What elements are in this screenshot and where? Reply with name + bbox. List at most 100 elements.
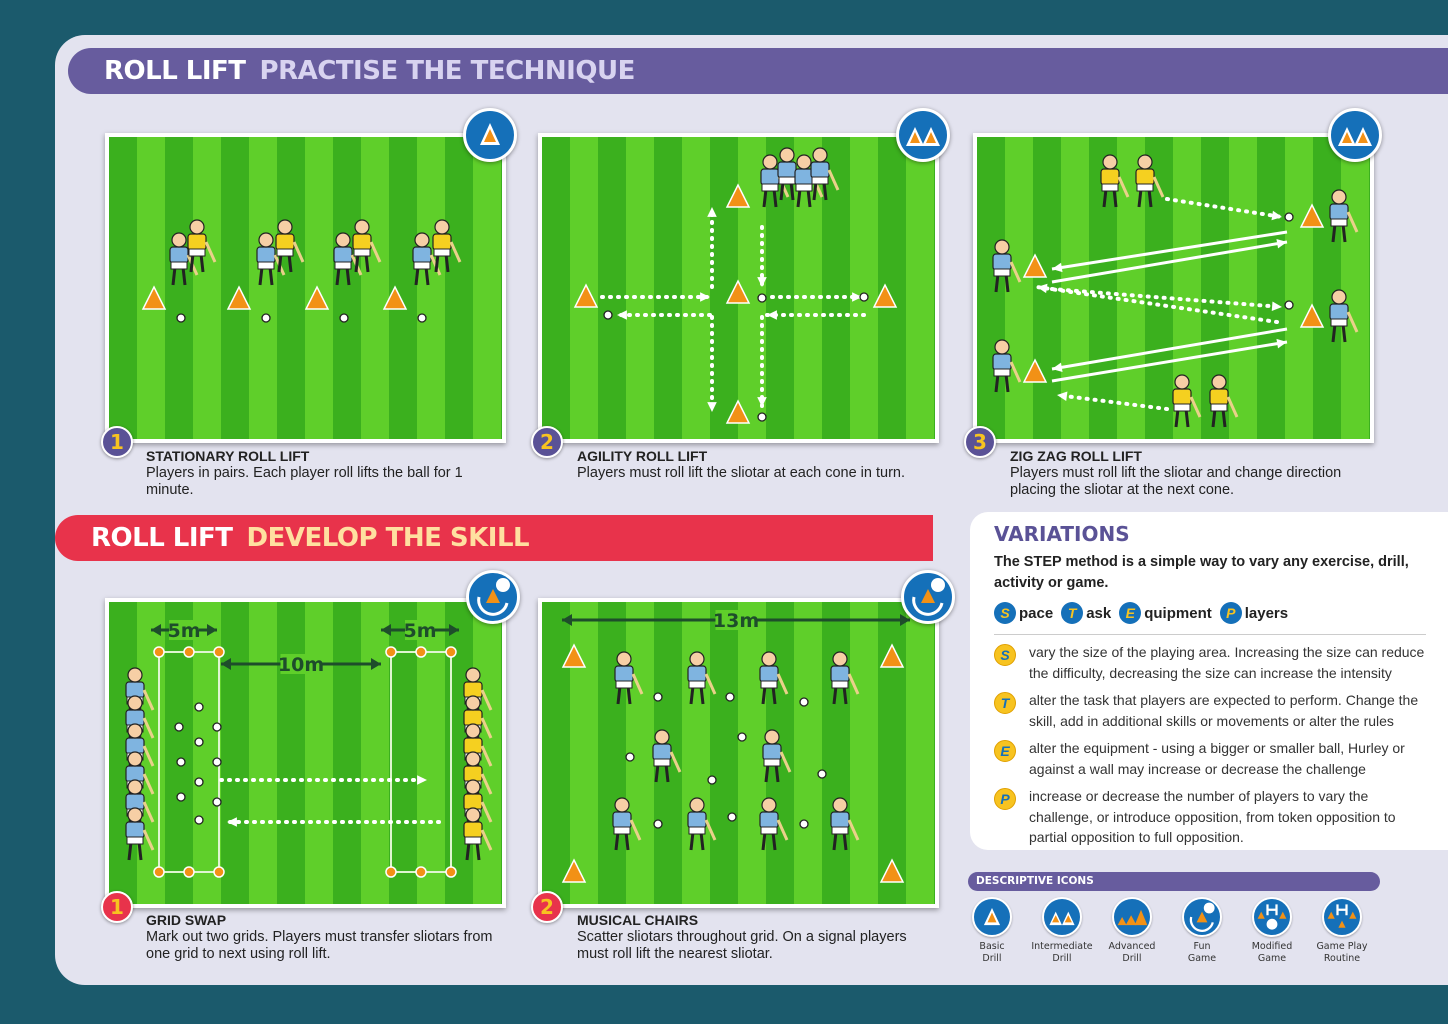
drill-caption-3: ZIG ZAG ROLL LIFT Players must roll lift …: [1010, 448, 1360, 499]
drill-diagram-grid-swap: 5m 10m 5m: [105, 598, 506, 908]
marker-cone: [445, 866, 457, 878]
cone: [1022, 358, 1048, 383]
icon-label: Modified: [1251, 941, 1293, 952]
sliotar: [176, 792, 186, 802]
cone: [1299, 303, 1325, 328]
icon-label: Drill: [1052, 953, 1072, 964]
sliotar: [653, 819, 663, 829]
player: [810, 147, 840, 201]
player: [759, 797, 789, 851]
arrow-head: [417, 775, 427, 785]
icon-label: Basic: [979, 941, 1005, 952]
label-bg: [405, 620, 435, 640]
arrow-head: [707, 207, 717, 217]
sliotar: [339, 313, 349, 323]
arrow-head: [1271, 301, 1282, 311]
cone: [1299, 203, 1325, 228]
sliotar: [625, 752, 635, 762]
icon-label: Fun: [1193, 941, 1211, 952]
variation-text: vary the size of the playing area. Incre…: [1029, 644, 1425, 681]
descriptive-icons-title: DESCRIPTIVE ICONS: [968, 872, 1380, 891]
marker-cone: [415, 866, 427, 878]
basic-drill-icon: [463, 108, 517, 162]
pitch-stripe: [542, 602, 570, 904]
icon-label: Drill: [1122, 953, 1142, 964]
marker-cone: [153, 646, 165, 658]
arrow-head: [227, 817, 237, 827]
arrow-head: [1057, 391, 1068, 401]
variations-intro: The STEP method is a simple way to vary …: [994, 554, 1409, 591]
drill-number: 2: [531, 891, 563, 923]
arrow-head: [767, 310, 777, 320]
step-letter-icon: S: [994, 644, 1016, 666]
player: [187, 219, 217, 273]
pitch-stripe: [389, 137, 417, 439]
label-bg: [715, 610, 757, 630]
sliotar: [176, 313, 186, 323]
sliotar: [174, 722, 184, 732]
marker-cone: [385, 866, 397, 878]
basic-drill-icon: [972, 897, 1012, 937]
player: [169, 232, 199, 286]
step-letter-icon: E: [994, 740, 1016, 762]
marker-cone: [183, 646, 195, 658]
descriptive-icon-modified-game: Modified Game: [1232, 897, 1312, 965]
arrow-head: [757, 277, 767, 287]
marker-cone: [153, 866, 165, 878]
player: [1172, 374, 1202, 428]
measure-arrow: [151, 624, 161, 636]
variation-text: increase or decrease the number of playe…: [1029, 788, 1396, 845]
player: [333, 232, 363, 286]
player: [687, 651, 717, 705]
sliotar: [757, 293, 767, 303]
pitch-stripe: [109, 137, 137, 439]
player: [992, 239, 1022, 293]
descriptive-icon-intermediate-drill: Intermediate Drill: [1022, 897, 1102, 965]
drill-title: GRID SWAP: [146, 912, 227, 928]
icon-label: Intermediate: [1031, 941, 1093, 952]
arrow-head: [1276, 338, 1287, 349]
pitch-stripe: [501, 602, 502, 904]
drill-number: 2: [531, 426, 563, 458]
drill-text: Scatter sliotars throughout grid. On a s…: [577, 929, 907, 962]
drill-text: Players must roll lift the sliotar at ea…: [577, 465, 906, 481]
step-letter-icon: P: [1219, 602, 1242, 624]
pitch-stripe: [333, 602, 361, 904]
variations-title: VARIATIONS: [994, 522, 1130, 546]
arrow-head: [757, 397, 767, 407]
player: [1329, 289, 1359, 343]
sliotar: [417, 313, 427, 323]
modified-game-icon: [1252, 897, 1292, 937]
cone: [573, 283, 599, 308]
pitch-stripe: [934, 137, 935, 439]
sliotar: [725, 692, 735, 702]
variation-text: alter the equipment - using a bigger or …: [1029, 740, 1405, 777]
advanced-drill-icon: [1112, 897, 1152, 937]
drill-diagram-musical-chairs: 13m: [538, 598, 939, 908]
sliotar: [799, 819, 809, 829]
cone: [382, 285, 408, 310]
descriptive-icon-basic-drill: Basic Drill: [952, 897, 1032, 965]
divider: [994, 634, 1426, 635]
drill-title: ZIG ZAG ROLL LIFT: [1010, 448, 1142, 464]
marker-cone: [445, 646, 457, 658]
player: [652, 729, 682, 783]
drill-caption-1: STATIONARY ROLL LIFT Players in pairs. Ea…: [146, 448, 466, 499]
arrow-head: [852, 292, 862, 302]
icon-label: Game: [1187, 953, 1217, 964]
sliotar: [653, 692, 663, 702]
cone: [725, 183, 751, 208]
sliotar: [194, 737, 204, 747]
pitch-stripe: [710, 137, 738, 439]
drill-diagram-1: [105, 133, 506, 443]
step-word: ask: [1086, 605, 1112, 622]
player: [830, 797, 860, 851]
sliotar: [1284, 300, 1294, 310]
player: [1135, 154, 1165, 208]
arrow-line: [1051, 230, 1288, 271]
